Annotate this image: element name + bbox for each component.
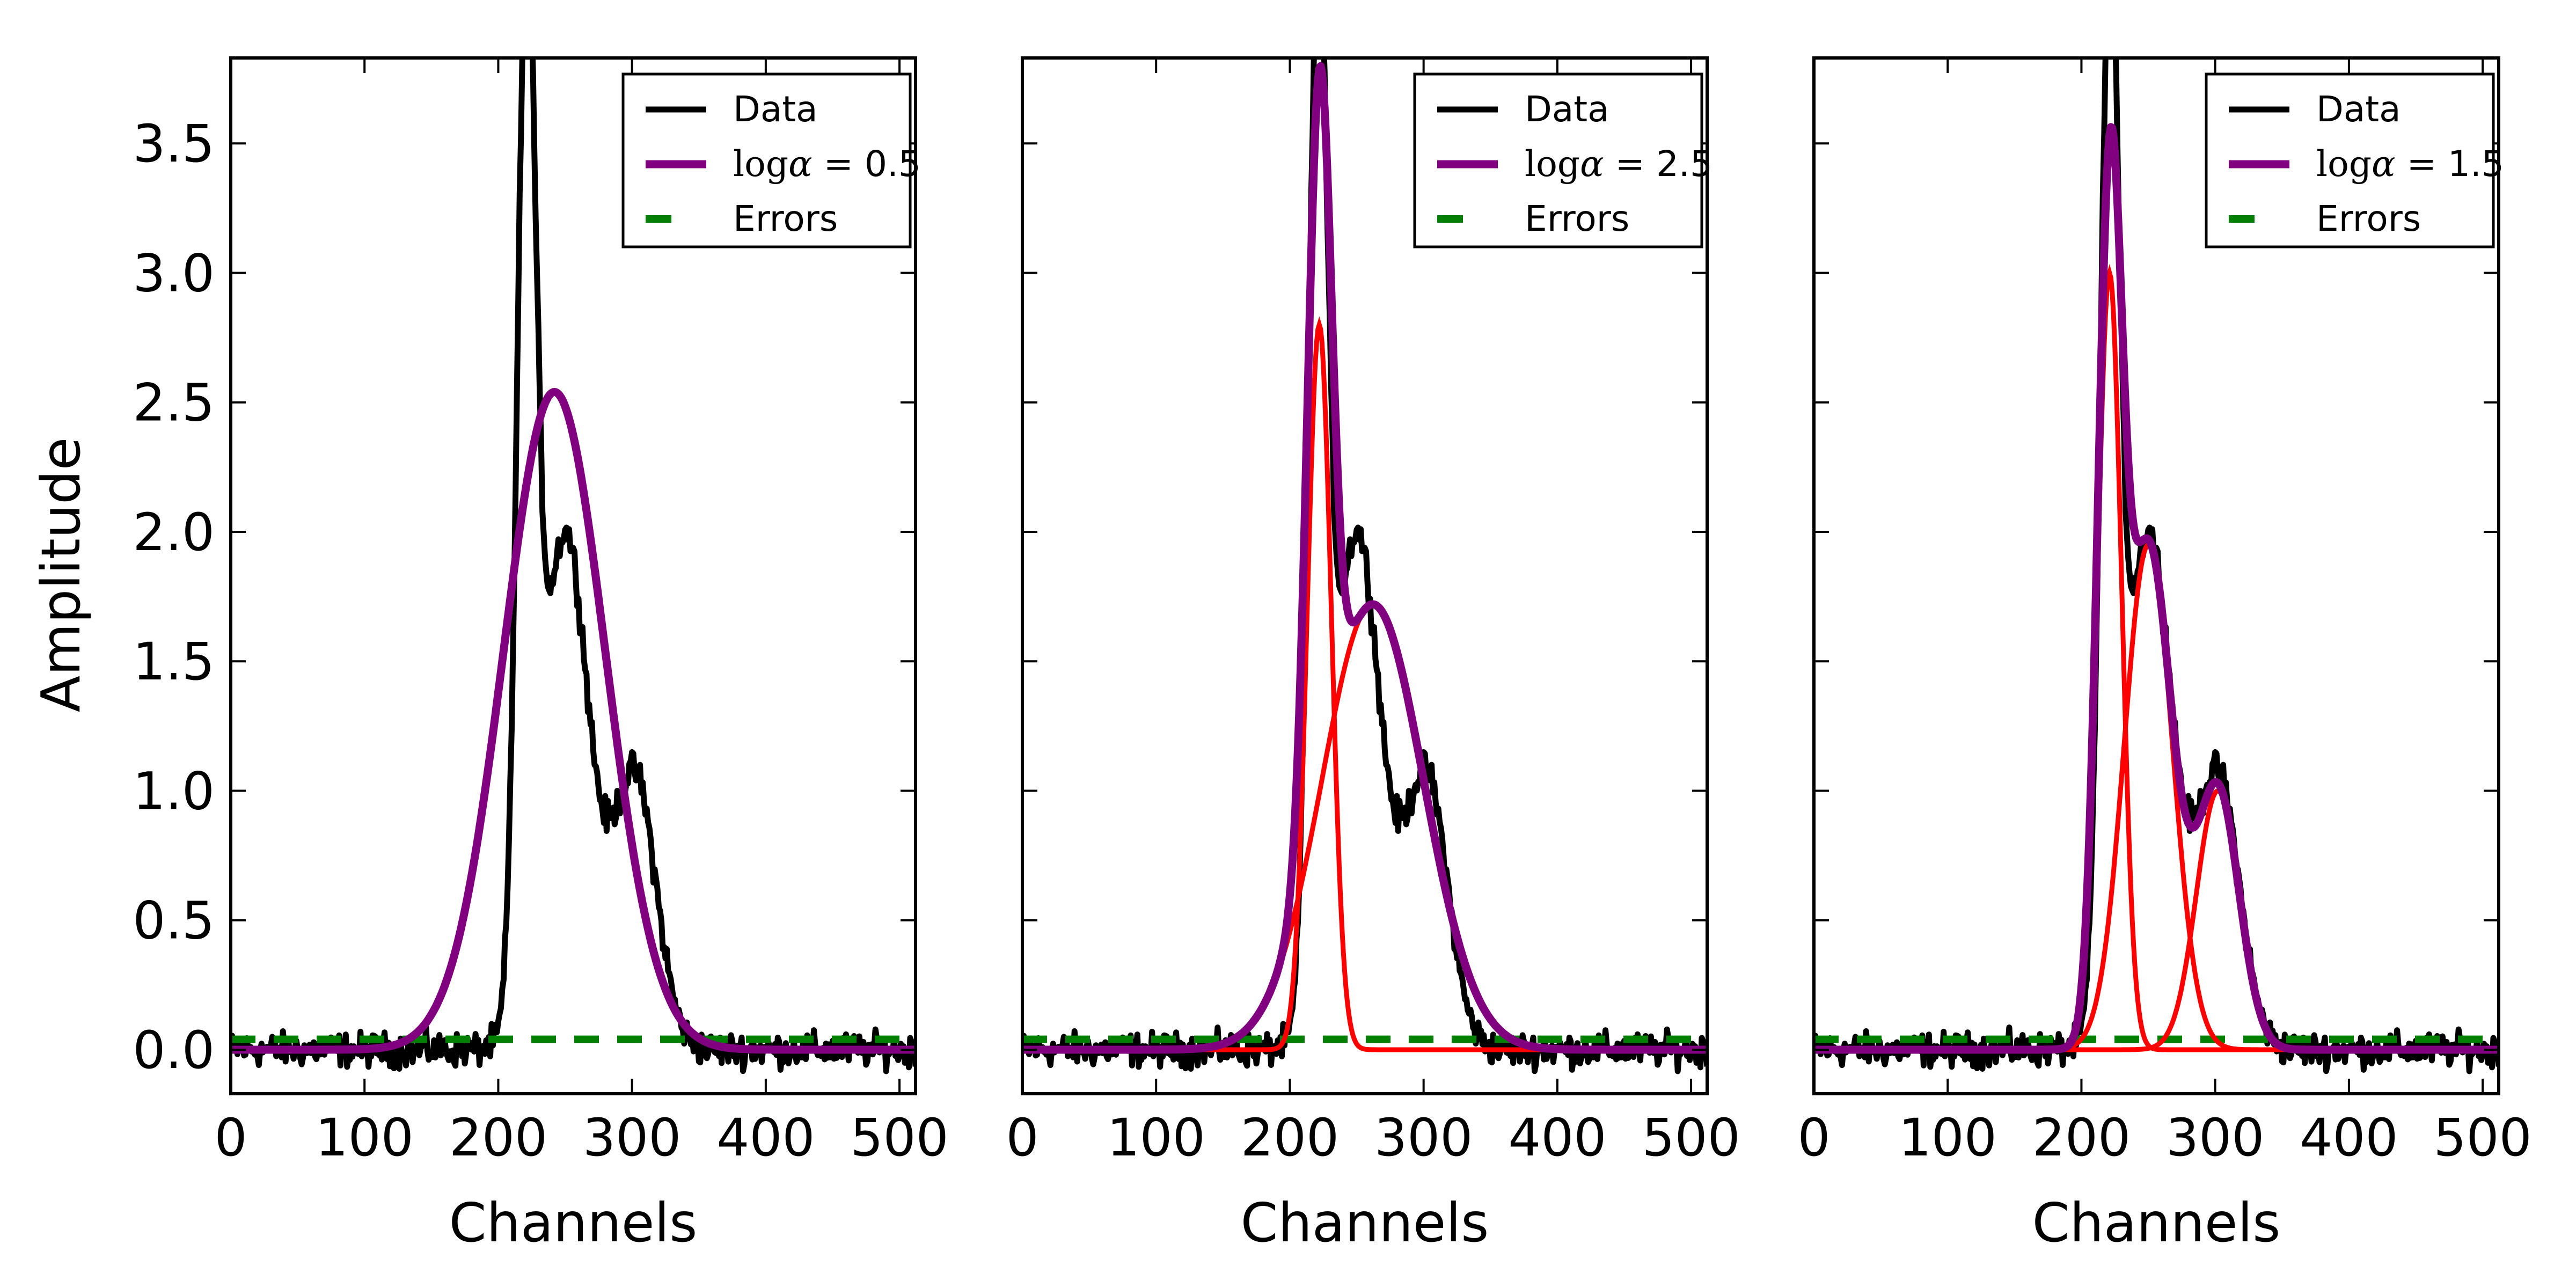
x-tick-label: 200 xyxy=(2032,1108,2131,1168)
x-tick-label: 500 xyxy=(1642,1108,1740,1168)
legend-fit-eq: = xyxy=(2396,143,2448,185)
legend-data-label: Data xyxy=(733,89,818,130)
y-tick-label: 3.0 xyxy=(133,243,215,303)
fit-series-line xyxy=(231,387,916,1054)
panel-1: 0 100 200 300 400 500 0.0 0.5 1.0 1.5 2.0 2.5 3.0 3.5… xyxy=(30,56,949,1254)
axes-frame xyxy=(1021,56,1709,1095)
legend-fit-eq: = xyxy=(1604,143,1656,185)
legend-fit-log: log xyxy=(733,143,788,185)
legend-fit-eq: = xyxy=(813,143,865,185)
panels: 0 100 200 300 400 500 0.0 0.5 1.0 1.5 2.0 2.5 3.0 3.5… xyxy=(30,56,2532,1254)
legend-fit-alpha: α xyxy=(2372,143,2396,185)
panel-3: 0 100 200 300 400 500 Channels Data logα = 1.5 Er… xyxy=(1797,56,2532,1254)
data-series-line xyxy=(1022,58,1707,1074)
axes-frame xyxy=(1812,56,2500,1095)
legend-fit-log: log xyxy=(2316,143,2372,185)
x-axis-label: Channels xyxy=(1241,1191,1489,1254)
fit-series-line xyxy=(1814,123,2499,1054)
legend-errors-label: Errors xyxy=(2316,198,2421,239)
y-tick-label: 3.5 xyxy=(133,114,215,174)
x-tick-label: 100 xyxy=(1107,1108,1205,1168)
x-tick-label: 200 xyxy=(1241,1108,1339,1168)
y-tick-label: 0.0 xyxy=(133,1020,215,1080)
y-tick-label: 2.0 xyxy=(133,502,215,562)
legend-fit-value: 1.5 xyxy=(2448,143,2504,185)
y-tick-label: 2.5 xyxy=(133,373,215,433)
fit-series-line xyxy=(1022,62,1707,1054)
x-tick-label: 300 xyxy=(2166,1108,2264,1168)
legend-fit-label: logα = 0.5 xyxy=(733,143,921,185)
x-tick-label: 400 xyxy=(2300,1108,2398,1168)
y-tick-label: 0.5 xyxy=(133,891,215,951)
legend: Data logα = 0.5 Errors xyxy=(621,72,921,248)
x-tick-label: 400 xyxy=(716,1108,815,1168)
x-tick-label: 300 xyxy=(1374,1108,1473,1168)
legend-fit-label: logα = 2.5 xyxy=(1525,143,1713,185)
legend: Data logα = 2.5 Errors xyxy=(1413,72,1713,248)
x-axis-label: Channels xyxy=(2032,1191,2281,1254)
x-tick-label: 100 xyxy=(316,1108,414,1168)
legend-fit-value: 2.5 xyxy=(1656,143,1713,185)
legend-fit-alpha: α xyxy=(788,143,813,185)
y-tick-label: 1.5 xyxy=(133,632,215,692)
legend-data-label: Data xyxy=(2316,89,2401,130)
legend-fit-value: 0.5 xyxy=(865,143,921,185)
axes-frame xyxy=(229,56,917,1095)
x-tick-label: 0 xyxy=(1006,1108,1038,1168)
x-tick-label: 200 xyxy=(449,1108,547,1168)
x-tick-label: 100 xyxy=(1899,1108,1997,1168)
plot-area xyxy=(1814,58,2499,1074)
x-tick-label: 500 xyxy=(850,1108,948,1168)
legend-fit-log: log xyxy=(1525,143,1580,185)
x-tick-label: 300 xyxy=(583,1108,681,1168)
legend-data-label: Data xyxy=(1525,89,1609,130)
x-tick-label: 0 xyxy=(214,1108,247,1168)
legend-fit-alpha: α xyxy=(1580,143,1604,185)
x-tick-label: 400 xyxy=(1508,1108,1606,1168)
legend: Data logα = 1.5 Errors xyxy=(2205,72,2504,248)
plot-area xyxy=(231,58,916,1074)
legend-fit-label: logα = 1.5 xyxy=(2316,143,2504,185)
legend-errors-label: Errors xyxy=(1525,198,1629,239)
x-tick-label: 500 xyxy=(2433,1108,2531,1168)
data-series-line xyxy=(231,58,916,1074)
plot-area xyxy=(1022,58,1707,1074)
y-axis-label: Amplitude xyxy=(30,437,92,712)
x-tick-label: 0 xyxy=(1797,1108,1830,1168)
legend-errors-label: Errors xyxy=(733,198,838,239)
panel-2: 0 100 200 300 400 500 Channels Data logα = 2.5 Er… xyxy=(1006,56,1740,1254)
x-axis-label: Channels xyxy=(449,1191,698,1254)
y-tick-label: 1.0 xyxy=(133,761,215,821)
